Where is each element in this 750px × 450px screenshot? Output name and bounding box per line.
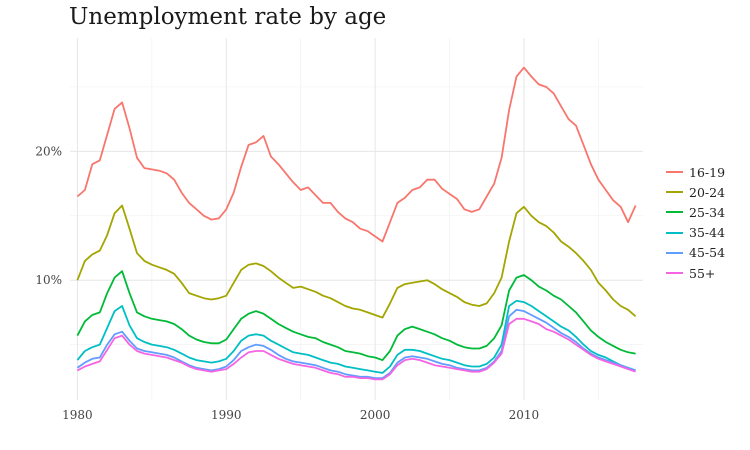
legend-swatch [666,231,683,234]
legend-item-45-54: 45-54 [666,243,725,263]
series-line-16-19 [76,66,637,243]
legend-label: 55+ [689,265,716,281]
series-line-20-24 [76,204,637,319]
legend-label: 25-34 [689,204,726,220]
legend-item-25-34: 25-34 [666,202,725,222]
y-tick-label: 10% [35,273,62,287]
legend-label: 20-24 [689,184,726,200]
series-line-55+ [76,317,636,381]
x-tick-label: 2000 [360,408,391,422]
major-gridlines [70,38,643,400]
legend-swatch [666,191,683,194]
x-tick-label: 1980 [62,408,93,422]
legend-swatch [666,251,683,254]
legend-swatch [666,171,683,174]
legend-item-35-44: 35-44 [666,223,725,243]
x-tick-label: 2010 [509,408,540,422]
legend-item-20-24: 20-24 [666,182,725,202]
legend-item-16-19: 16-19 [666,162,725,182]
legend-swatch [666,272,683,275]
series-line-35-44 [76,299,636,374]
legend-label: 45-54 [689,245,726,261]
series-line-25-34 [76,270,636,362]
legend-label: 16-19 [689,164,726,180]
legend: 16-19 20-24 25-34 35-44 45-54 55+ [666,162,725,283]
series-line-45-54 [76,308,636,380]
x-axis-tick-labels: 1980 1990 2000 2010 [62,408,539,422]
legend-label: 35-44 [689,225,726,241]
y-axis-tick-labels: 10% 20% [35,144,62,287]
legend-item-55+: 55+ [666,263,725,283]
x-tick-label: 1990 [211,408,242,422]
chart-title: Unemployment rate by age [69,4,387,30]
legend-swatch [666,211,683,214]
y-tick-label: 20% [35,144,62,158]
series-lines [76,66,637,381]
